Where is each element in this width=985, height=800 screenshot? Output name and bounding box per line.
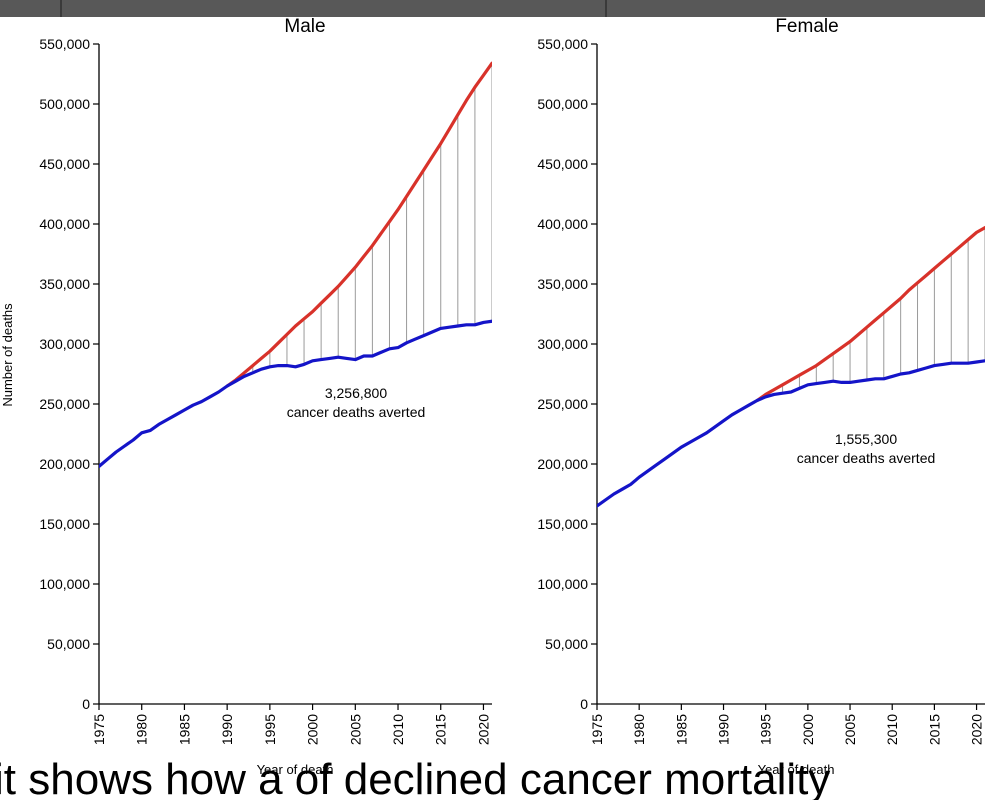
x-tick-label: 1980 — [134, 714, 150, 745]
x-tick-label: 1995 — [262, 714, 278, 745]
x-tick-label: 2020 — [475, 714, 491, 745]
x-tick-label: 2000 — [305, 714, 321, 745]
x-tick-label: 1995 — [758, 714, 774, 745]
y-tick-label: 500,000 — [39, 96, 90, 112]
y-tick-label: 100,000 — [39, 576, 90, 592]
x-tick-label: 2010 — [390, 714, 406, 745]
annotation-value: 3,256,800 — [325, 385, 387, 401]
x-tick-label: 2005 — [842, 714, 858, 745]
panel-male: Male 0 50,000 100,000 150,000 200,000 250,000 3… — [0, 16, 492, 777]
x-tick-label: 1990 — [219, 714, 235, 745]
y-axis-title: Number of deaths — [0, 303, 15, 407]
x-tick-label: 2005 — [347, 714, 363, 745]
x-tick-label: 2015 — [926, 714, 942, 745]
y-tick-label: 200,000 — [39, 456, 90, 472]
expected-series-line — [225, 61, 492, 388]
window-top-bar — [0, 0, 985, 17]
expected-series-line — [755, 226, 985, 402]
y-tick-label: 150,000 — [537, 516, 588, 532]
y-tick-label: 250,000 — [39, 396, 90, 412]
x-tick-label: 1975 — [91, 714, 107, 745]
y-tick-label: 550,000 — [537, 36, 588, 52]
x-tick-label: 2015 — [433, 714, 449, 745]
annotation-text: cancer deaths averted — [287, 404, 426, 420]
x-tick-label: 1990 — [716, 714, 732, 745]
plot-area — [99, 61, 492, 468]
x-tick-label: 1980 — [631, 714, 647, 745]
x-axis-title: Year of death — [758, 762, 835, 777]
y-tick-label: 250,000 — [537, 396, 588, 412]
y-tick-label: 200,000 — [537, 456, 588, 472]
y-tick-label: 150,000 — [39, 516, 90, 532]
y-tick-label: 0 — [580, 696, 588, 712]
y-tick-label: 500,000 — [537, 96, 588, 112]
observed-series-line — [99, 319, 492, 468]
y-tick-label: 550,000 — [39, 36, 90, 52]
plot-area — [597, 226, 985, 508]
x-tick-label: 2010 — [884, 714, 900, 745]
x-tick-label: 2020 — [969, 714, 985, 745]
chart-title: Male — [284, 16, 325, 37]
y-tick-label: 50,000 — [47, 636, 90, 652]
y-tick-label: 100,000 — [537, 576, 588, 592]
chart-title: Female — [775, 16, 838, 37]
y-tick-label: 50,000 — [545, 636, 588, 652]
y-tick-label: 300,000 — [39, 336, 90, 352]
caption-text: it shows how a of declined cancer mortal… — [0, 760, 831, 800]
x-tick-label: 1985 — [673, 714, 689, 745]
annotation-text: cancer deaths averted — [797, 450, 936, 466]
y-tick-label: 350,000 — [537, 276, 588, 292]
y-tick-label: 450,000 — [39, 156, 90, 172]
y-tick-label: 450,000 — [537, 156, 588, 172]
x-axis-title: Year of death — [257, 762, 334, 777]
top-bar-divider — [605, 0, 607, 17]
x-tick-label: 2000 — [800, 714, 816, 745]
observed-series-line — [597, 359, 985, 508]
y-tick-label: 300,000 — [537, 336, 588, 352]
y-tick-label: 350,000 — [39, 276, 90, 292]
panel-female: Female 0 50,000 100,000 150,000 200,000 250,00… — [537, 16, 985, 777]
annotation-value: 1,555,300 — [835, 431, 897, 447]
y-tick-label: 400,000 — [537, 216, 588, 232]
y-tick-label: 400,000 — [39, 216, 90, 232]
x-tick-label: 1985 — [176, 714, 192, 745]
top-bar-divider — [60, 0, 62, 17]
y-tick-label: 0 — [82, 696, 90, 712]
x-tick-label: 1975 — [589, 714, 605, 745]
